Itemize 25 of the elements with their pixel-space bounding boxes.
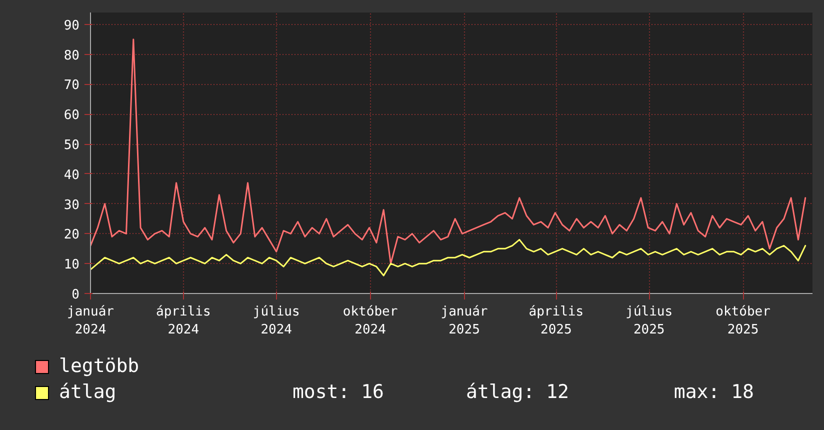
y-tick-label: 30: [64, 198, 80, 213]
legend-label: legtöbb: [59, 354, 140, 379]
y-tick-label: 40: [64, 168, 80, 183]
text: átlag: 12: [465, 380, 569, 405]
y-tick-label: 80: [64, 48, 80, 64]
x-tick-label: április 2024: [156, 304, 211, 338]
y-tick-label: 20: [64, 228, 80, 243]
line-series: [90, 238, 806, 276]
y-tick-label: 50: [64, 138, 80, 154]
y-tick-label: 10: [64, 258, 80, 273]
y-tick-label: 70: [64, 78, 80, 94]
line-series: [90, 38, 806, 264]
x-tick-label: október 2024: [342, 304, 398, 338]
y-tick-label: 90: [64, 18, 80, 34]
x-tick-label: április 2025: [528, 304, 584, 338]
y-tick-label: 60: [64, 108, 80, 124]
text: max: 18: [672, 380, 754, 405]
x-tick-label: január 2024: [67, 304, 114, 338]
legend-label: átlag: [59, 380, 118, 405]
text: most: 16: [291, 380, 384, 405]
x-tick-label: július 2024: [252, 304, 300, 338]
x-tick-label: október 2025: [716, 304, 771, 338]
x-tick-label: július 2025: [626, 304, 673, 338]
x-tick-label: január 2025: [440, 304, 488, 338]
y-tick-label: 0: [72, 288, 80, 302]
